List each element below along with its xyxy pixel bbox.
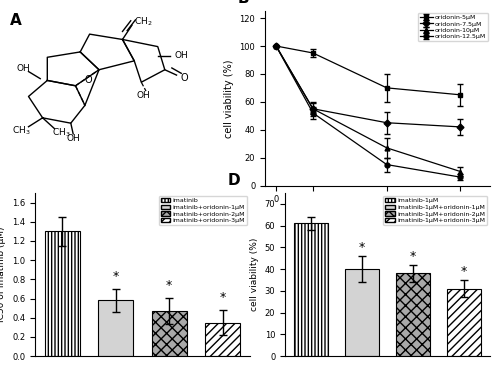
Text: *: * xyxy=(461,265,467,278)
Bar xyxy=(294,223,328,356)
Text: *: * xyxy=(359,241,365,254)
Text: B: B xyxy=(238,0,250,6)
Y-axis label: cell viability (%): cell viability (%) xyxy=(250,238,259,311)
Text: OH: OH xyxy=(17,64,30,73)
Bar xyxy=(45,232,80,356)
Text: OH: OH xyxy=(66,134,80,143)
Text: *: * xyxy=(112,270,119,283)
Text: O: O xyxy=(84,75,92,85)
Y-axis label: cell viability (%): cell viability (%) xyxy=(224,59,234,138)
Text: *: * xyxy=(410,250,416,263)
Bar xyxy=(448,289,480,356)
Legend: imatinib, imatinib+oridonin-1μM, imatinib+oridonin-2μM, imatinib+oridonin-3μM: imatinib, imatinib+oridonin-1μM, imatini… xyxy=(159,196,247,225)
Legend: oridonin-5μM, oridonin-7.5μM, oridonin-10μM, oridonin-12.5μM: oridonin-5μM, oridonin-7.5μM, oridonin-1… xyxy=(418,13,488,41)
Text: *: * xyxy=(166,279,172,292)
Bar xyxy=(346,269,378,356)
Text: D: D xyxy=(228,173,240,188)
Text: O: O xyxy=(180,73,188,83)
Text: *: * xyxy=(220,291,226,304)
Bar xyxy=(396,273,430,356)
Text: OH: OH xyxy=(137,91,150,100)
Text: A: A xyxy=(10,13,22,28)
Bar xyxy=(206,322,240,356)
Text: OH: OH xyxy=(174,51,188,60)
Legend: imatinib-1μM, imatinib-1μM+oridonin-1μM, imatinib-1μM+oridonin-2μM, imatinib-1μM: imatinib-1μM, imatinib-1μM+oridonin-1μM,… xyxy=(384,196,487,225)
Bar xyxy=(98,301,133,356)
Bar xyxy=(152,311,186,356)
X-axis label: days: days xyxy=(366,210,389,220)
Text: CH$_2$: CH$_2$ xyxy=(134,16,153,28)
Text: CH$_3$: CH$_3$ xyxy=(52,127,70,139)
Text: CH$_3$: CH$_3$ xyxy=(12,125,31,137)
Y-axis label: IC50 of imatinib (μM): IC50 of imatinib (μM) xyxy=(0,227,6,322)
